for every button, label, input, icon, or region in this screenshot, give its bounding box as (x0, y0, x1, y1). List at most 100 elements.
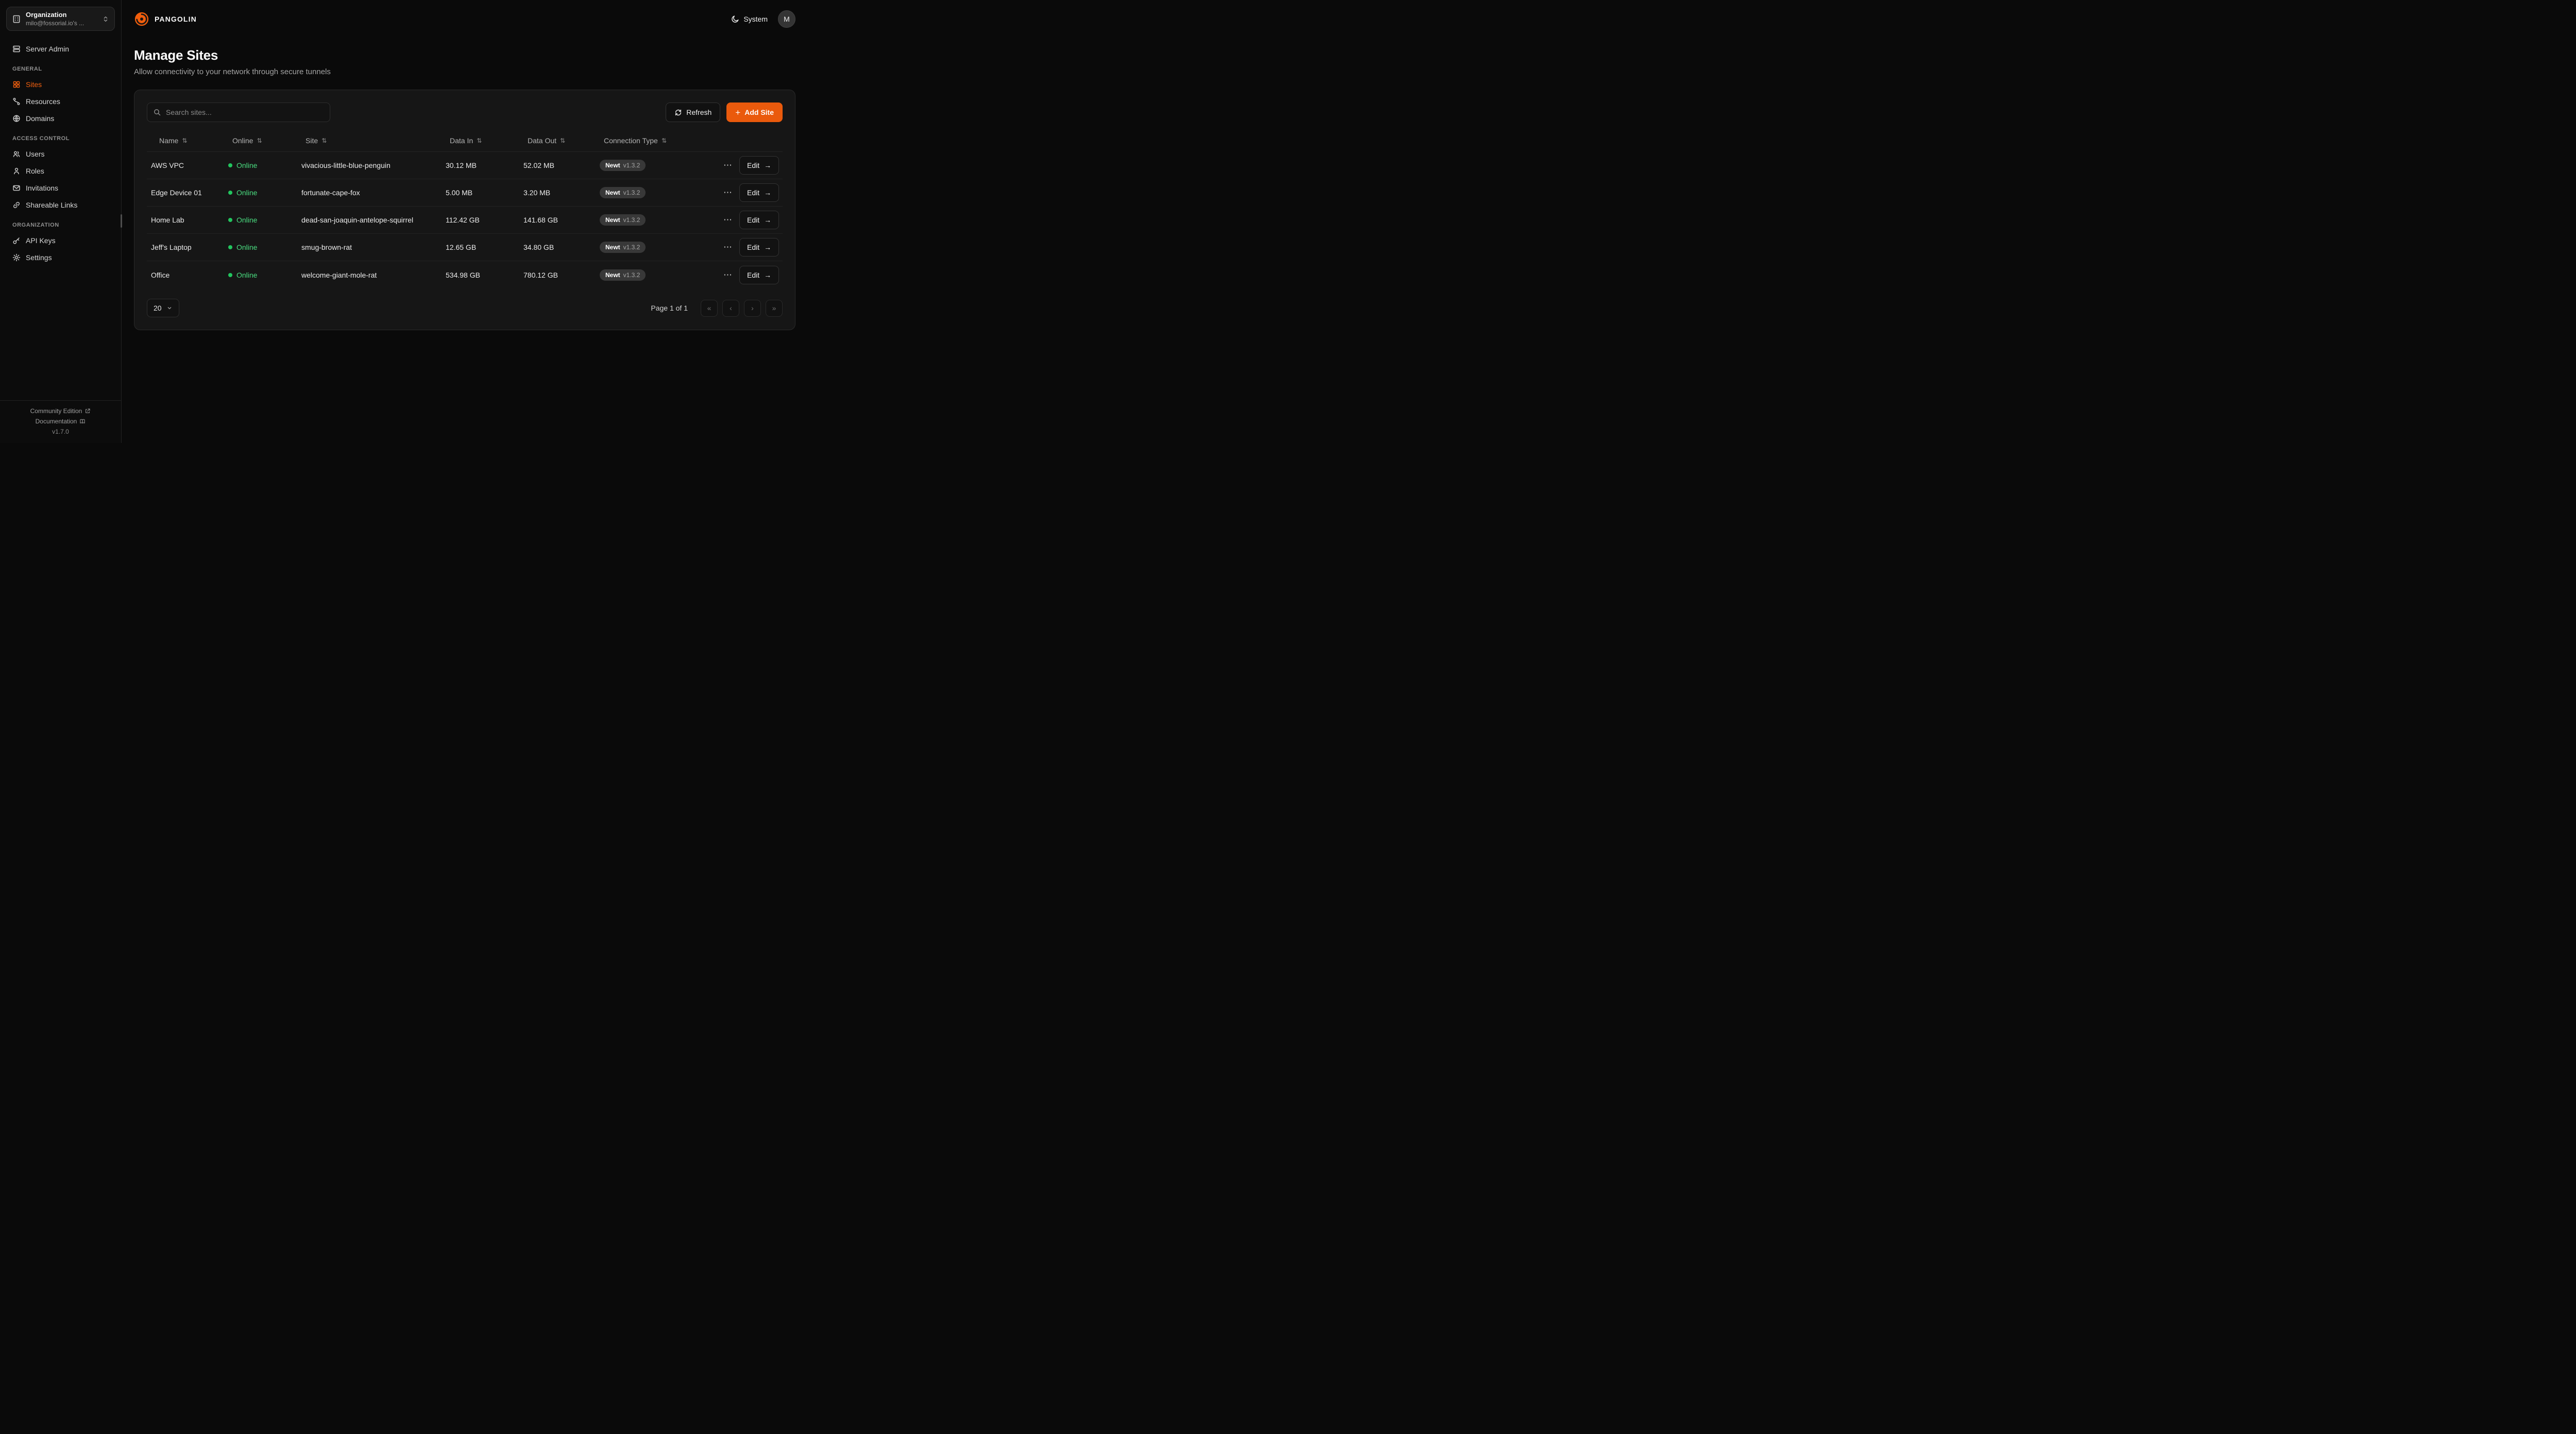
pagination-first-button[interactable]: « (701, 299, 718, 317)
refresh-button[interactable]: Refresh (666, 103, 721, 122)
pagination: Page 1 of 1 « ‹ › » (651, 299, 783, 317)
refresh-label: Refresh (686, 108, 712, 116)
sidebar-item-label: Domains (26, 114, 55, 123)
user-icon (12, 167, 21, 175)
arrow-right-icon: → (764, 243, 772, 251)
online-status-label: Online (236, 189, 258, 197)
cell-data-out: 3.20 MB (523, 189, 551, 197)
column-header-name[interactable]: Name ⇅ (147, 136, 224, 145)
row-menu-button[interactable]: ⋯ (720, 213, 736, 227)
sidebar-resize-handle[interactable] (121, 214, 122, 228)
cell-data-in: 30.12 MB (446, 161, 477, 169)
row-menu-button[interactable]: ⋯ (720, 158, 736, 173)
add-site-label: Add Site (744, 108, 774, 116)
row-menu-button[interactable]: ⋯ (720, 268, 736, 282)
sidebar-item-label: Server Admin (26, 44, 70, 53)
sidebar-item-label: Users (26, 149, 45, 158)
chevron-down-icon (166, 305, 173, 311)
online-status-dot (228, 191, 232, 195)
online-status-dot (228, 245, 232, 249)
community-edition-link[interactable]: Community Edition (30, 407, 91, 415)
table-body: AWS VPC Online vivacious-little-blue-pengu… (147, 152, 783, 288)
page-head: Manage Sites Allow connectivity to your … (122, 38, 808, 76)
cell-data-in: 12.65 GB (446, 243, 477, 251)
brand[interactable]: PANGOLIN (134, 11, 197, 27)
cell-data-out: 141.68 GB (523, 216, 558, 224)
sidebar-item-roles[interactable]: Roles (6, 162, 115, 179)
sidebar-item-shareable-links[interactable]: Shareable Links (6, 196, 115, 213)
column-header-data-in[interactable]: Data In ⇅ (442, 136, 519, 145)
sidebar-item-settings[interactable]: Settings (6, 249, 115, 266)
edit-button[interactable]: Edit → (739, 211, 779, 229)
search-input[interactable] (147, 103, 330, 122)
row-menu-button[interactable]: ⋯ (720, 185, 736, 200)
sidebar-item-sites[interactable]: Sites (6, 76, 115, 93)
sidebar-item-server-admin[interactable]: Server Admin (6, 40, 115, 57)
online-status-dot (228, 163, 232, 167)
sort-icon: ⇅ (560, 136, 566, 144)
sidebar-item-domains[interactable]: Domains (6, 110, 115, 127)
online-status-dot (228, 218, 232, 222)
org-texts: Organization milo@fossorial.io's ... (26, 11, 97, 27)
org-selector[interactable]: Organization milo@fossorial.io's ... (6, 7, 115, 31)
edit-button[interactable]: Edit → (739, 238, 779, 257)
documentation-link[interactable]: Documentation (36, 418, 86, 425)
cell-connection-type: Newt v1.3.2 (596, 214, 717, 226)
pagination-last-button[interactable]: » (766, 299, 783, 317)
add-site-button[interactable]: + Add Site (726, 103, 783, 122)
table-row: Edge Device 01 Online fortunate-cape-fox 5.… (147, 179, 783, 207)
column-label: Connection Type (604, 136, 658, 145)
column-header-connection-type[interactable]: Connection Type ⇅ (596, 136, 717, 145)
page-subtitle: Allow connectivity to your network throu… (134, 67, 331, 76)
row-menu-button[interactable]: ⋯ (720, 240, 736, 254)
sidebar-footer: Community Edition Documentation v1.7.0 (0, 400, 121, 443)
cell-online: Online (224, 216, 297, 224)
table-row: Home Lab Online dead-san-joaquin-antelope-… (147, 207, 783, 234)
sidebar-item-label: Settings (26, 253, 52, 262)
sort-icon: ⇅ (182, 136, 188, 144)
cell-name: Edge Device 01 (151, 189, 202, 197)
column-header-site[interactable]: Site ⇅ (297, 136, 442, 145)
cell-data-in: 534.98 GB (446, 270, 480, 279)
column-header-online[interactable]: Online ⇅ (224, 136, 297, 145)
page-size-select[interactable]: 20 (147, 299, 179, 317)
column-label: Data Out (528, 136, 557, 145)
edit-button[interactable]: Edit → (739, 183, 779, 202)
edit-button[interactable]: Edit → (739, 265, 779, 284)
pagination-next-button[interactable]: › (744, 299, 761, 317)
edit-button[interactable]: Edit → (739, 156, 779, 175)
connection-name: Newt (605, 216, 620, 224)
sidebar-item-resources[interactable]: Resources (6, 93, 115, 110)
cell-name: Jeff's Laptop (151, 243, 192, 251)
table-toolbar: Refresh + Add Site (147, 103, 783, 122)
refresh-icon (674, 109, 682, 116)
globe-icon (12, 114, 21, 123)
connection-version: v1.3.2 (623, 162, 640, 169)
sites-card: Refresh + Add Site Name⇅Online⇅Site⇅Data… (134, 90, 795, 330)
cell-site: dead-san-joaquin-antelope-squirrel (301, 216, 414, 224)
cell-data-out: 34.80 GB (523, 243, 554, 251)
theme-toggle[interactable]: System (731, 15, 768, 23)
connection-name: Newt (605, 189, 620, 196)
column-header-data-out[interactable]: Data Out ⇅ (519, 136, 596, 145)
section-label-organization: ORGANIZATION (12, 222, 59, 228)
sort-icon: ⇅ (661, 136, 667, 144)
sidebar-item-invitations[interactable]: Invitations (6, 179, 115, 196)
connection-type-badge: Newt v1.3.2 (600, 214, 646, 226)
connection-type-badge: Newt v1.3.2 (600, 160, 646, 171)
sidebar-item-users[interactable]: Users (6, 145, 115, 162)
sort-icon: ⇅ (257, 136, 262, 144)
arrow-right-icon: → (764, 161, 772, 169)
pagination-prev-button[interactable]: ‹ (722, 299, 739, 317)
grid-icon (12, 80, 21, 89)
cell-site: smug-brown-rat (301, 243, 352, 251)
connection-version: v1.3.2 (623, 244, 640, 251)
edit-label: Edit (747, 216, 760, 224)
online-status-label: Online (236, 161, 258, 169)
cell-online: Online (224, 189, 297, 197)
documentation-label: Documentation (35, 418, 77, 425)
connection-name: Newt (605, 244, 620, 251)
avatar[interactable]: M (778, 10, 795, 28)
sidebar-item-api-keys[interactable]: API Keys (6, 232, 115, 249)
cell-site: vivacious-little-blue-penguin (301, 161, 391, 169)
